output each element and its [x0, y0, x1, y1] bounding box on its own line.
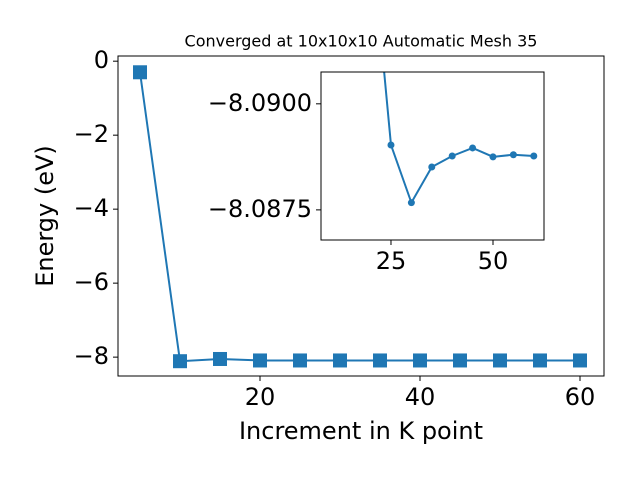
y-axis-label: Energy (eV)	[31, 145, 59, 287]
marker	[573, 353, 587, 368]
y-tick-label: −8.0900	[208, 89, 312, 117]
marker	[333, 353, 347, 368]
x-tick-label: 40	[405, 383, 436, 411]
y-tick-label: −8.0875	[208, 195, 312, 223]
marker	[453, 353, 467, 368]
marker	[428, 163, 436, 171]
marker	[533, 353, 547, 368]
marker	[469, 144, 477, 152]
marker	[253, 353, 267, 368]
marker	[509, 151, 517, 159]
marker	[407, 199, 415, 207]
marker	[133, 65, 147, 80]
marker	[489, 153, 497, 161]
marker	[373, 353, 387, 368]
y-tick-label: −6	[74, 268, 109, 296]
marker	[530, 152, 538, 160]
x-axis-label: Increment in K point	[239, 417, 483, 445]
x-tick-label: 60	[565, 383, 596, 411]
plot-frame	[320, 71, 545, 241]
y-tick-label: −4	[74, 194, 109, 222]
x-tick-label: 20	[245, 383, 276, 411]
x-tick-label: 25	[376, 247, 407, 275]
marker	[448, 152, 456, 160]
y-tick-label: 0	[94, 46, 109, 74]
series-group	[133, 65, 587, 369]
marker	[213, 351, 227, 366]
chart-title: Converged at 10x10x10 Automatic Mesh 35	[185, 32, 538, 51]
y-tick-label: −2	[74, 120, 109, 148]
marker	[293, 353, 307, 368]
marker	[493, 353, 507, 368]
marker	[387, 141, 395, 149]
marker	[413, 353, 427, 368]
series-group	[383, 72, 538, 207]
x-tick-label: 50	[478, 247, 509, 275]
marker	[173, 354, 187, 369]
plot-frame	[117, 55, 605, 377]
y-tick-label: −8	[74, 342, 109, 370]
